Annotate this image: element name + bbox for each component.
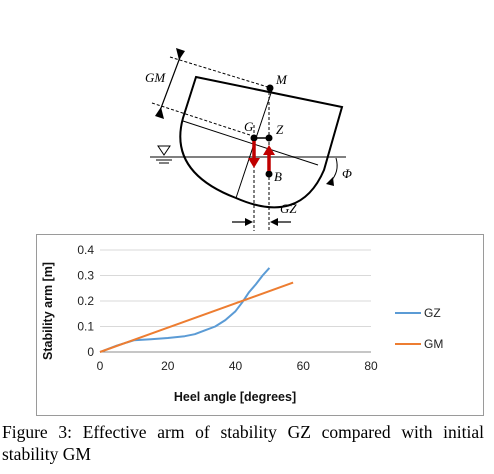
series-line-gm bbox=[99, 281, 294, 353]
gm-dim-line-lower bbox=[151, 102, 254, 137]
point-b bbox=[265, 170, 273, 178]
point-z bbox=[265, 134, 273, 142]
legend-label-gm: GM bbox=[424, 337, 443, 351]
stability-chart: 0 0.1 0.2 0.3 0.4 0 20 40 60 80 Heel angle [degr… bbox=[41, 243, 443, 404]
y-tick-label: 0.3 bbox=[77, 269, 94, 283]
label-gz: GZ bbox=[280, 201, 297, 216]
y-tick-label: 0.4 bbox=[77, 243, 94, 257]
figure-caption: Figure 3: Effective arm of stability GZ … bbox=[2, 422, 484, 464]
gz-dim-arrowhead-left bbox=[245, 218, 253, 226]
label-z: Z bbox=[276, 122, 284, 137]
gravity-arrowhead bbox=[248, 158, 260, 168]
x-tick-label: 0 bbox=[97, 359, 104, 373]
chart-grid bbox=[100, 249, 371, 353]
gm-arrowhead-top bbox=[176, 48, 185, 60]
label-m: M bbox=[275, 72, 288, 87]
heel-angle-arrowhead bbox=[326, 177, 334, 186]
x-tick-label: 20 bbox=[161, 359, 175, 373]
x-tick-label: 60 bbox=[297, 359, 311, 373]
x-tick-labels: 0 20 40 60 80 bbox=[97, 359, 378, 373]
gm-arrowhead-bottom bbox=[155, 107, 164, 119]
y-tick-label: 0.2 bbox=[77, 294, 94, 308]
chart-frame: 0 0.1 0.2 0.3 0.4 0 20 40 60 80 Heel angle [degr… bbox=[36, 234, 484, 416]
heel-angle-arc bbox=[329, 157, 338, 183]
label-phi: Φ bbox=[342, 166, 352, 181]
waterline-symbol bbox=[156, 145, 172, 164]
buoyancy-arrowhead bbox=[263, 145, 275, 155]
x-tick-label: 80 bbox=[364, 359, 378, 373]
heeled-deck-reference-line bbox=[182, 120, 319, 166]
series-line-gz bbox=[99, 267, 271, 353]
gm-dim-line-upper bbox=[169, 56, 272, 89]
hull-section bbox=[179, 75, 344, 209]
y-tick-label: 0 bbox=[87, 345, 94, 359]
chart-series bbox=[99, 267, 294, 353]
chart-legend: GZ GM bbox=[395, 306, 443, 351]
x-axis-title: Heel angle [degrees] bbox=[174, 390, 296, 404]
heeled-hull-diagram: GM M G Z B Φ GZ bbox=[145, 48, 352, 231]
label-b: B bbox=[274, 169, 282, 184]
point-g bbox=[250, 134, 258, 142]
label-g: G bbox=[244, 119, 254, 134]
legend-label-gz: GZ bbox=[424, 306, 441, 320]
y-tick-labels: 0 0.1 0.2 0.3 0.4 bbox=[77, 243, 94, 359]
gm-dimension bbox=[157, 51, 183, 117]
y-axis-title: Stability arm [m] bbox=[41, 262, 55, 360]
label-gm: GM bbox=[145, 70, 166, 85]
y-tick-label: 0.1 bbox=[77, 320, 94, 334]
gz-dim-arrowhead-right bbox=[270, 218, 278, 226]
x-tick-label: 40 bbox=[229, 359, 243, 373]
point-m bbox=[266, 84, 274, 92]
